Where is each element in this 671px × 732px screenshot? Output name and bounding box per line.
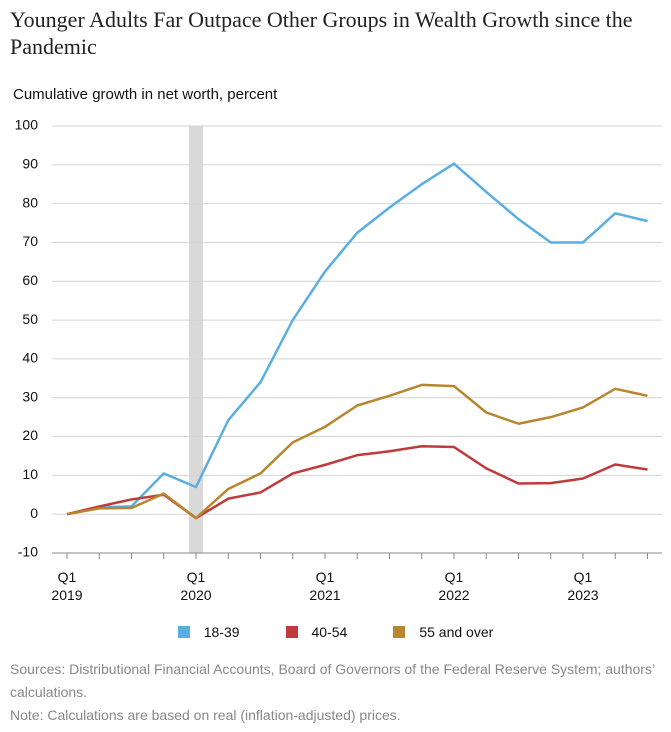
- legend-label: 55 and over: [419, 624, 494, 640]
- y-axis-label: Cumulative growth in net worth, percent: [13, 86, 278, 103]
- y-tick-label: 20: [22, 427, 38, 443]
- x-tick-label: Q1 2021: [309, 569, 341, 603]
- y-tick-label: 90: [22, 156, 38, 172]
- y-tick-label: 100: [15, 117, 39, 133]
- chart-title: Younger Adults Far Outpace Other Groups …: [10, 7, 633, 59]
- y-tick-label: 50: [22, 311, 38, 327]
- y-tick-label: 10: [22, 466, 38, 482]
- x-tick-label: Q1 2022: [438, 569, 470, 603]
- legend-label: 40-54: [311, 624, 348, 640]
- y-tick-label: 30: [22, 388, 38, 404]
- legend-item: 18-39: [177, 624, 240, 640]
- legend-item: 40-54: [285, 624, 348, 640]
- x-tick-label: Q1 2023: [567, 569, 599, 603]
- legend-swatch: [285, 626, 298, 638]
- y-tick-label: 60: [22, 272, 38, 288]
- legend-swatch: [177, 626, 190, 638]
- y-tick-label: -10: [18, 544, 38, 560]
- plot: -10 0 10 20 30 40 50 60 70 80 90 100: [15, 117, 662, 560]
- recession-shading: [189, 126, 203, 553]
- y-tick-label: 70: [22, 233, 38, 249]
- y-tick-label: 0: [30, 505, 38, 521]
- legend-label: 18-39: [203, 624, 240, 640]
- legend: 18-39 40-54 55 and over: [0, 624, 671, 640]
- x-tick-label: Q1 2020: [180, 569, 212, 603]
- x-tick-label: Q1 2019: [51, 569, 83, 603]
- legend-swatch: [393, 626, 406, 638]
- note: Note: Calculations are based on real (in…: [10, 707, 401, 723]
- sources: Sources: Distributional Financial Accoun…: [10, 661, 655, 700]
- y-tick-label: 80: [22, 194, 38, 210]
- legend-item: 55 and over: [393, 624, 493, 640]
- y-tick-label: 40: [22, 350, 38, 366]
- series-line: [66, 383, 648, 520]
- series-line: [66, 162, 648, 516]
- source-notes: Sources: Distributional Financial Accoun…: [10, 658, 660, 727]
